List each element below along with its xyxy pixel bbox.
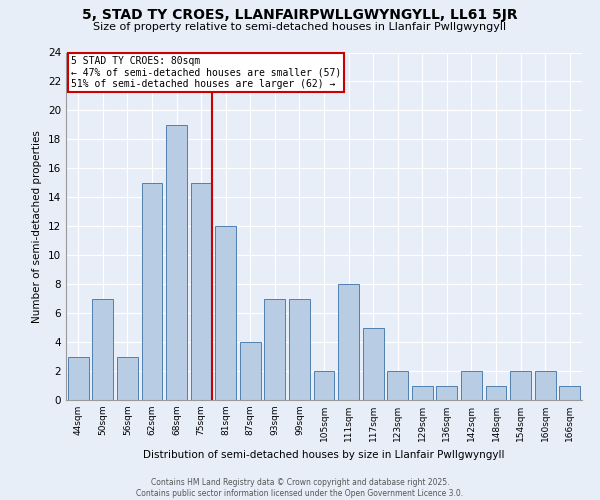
Bar: [485, 386, 506, 400]
Bar: [289, 298, 310, 400]
Bar: [92, 298, 113, 400]
Bar: [265, 298, 286, 400]
Bar: [314, 371, 334, 400]
Bar: [461, 371, 482, 400]
Bar: [559, 386, 580, 400]
Bar: [142, 183, 163, 400]
Bar: [240, 342, 261, 400]
Bar: [535, 371, 556, 400]
Bar: [387, 371, 408, 400]
X-axis label: Distribution of semi-detached houses by size in Llanfair Pwllgwyngyll: Distribution of semi-detached houses by …: [143, 450, 505, 460]
Bar: [68, 356, 89, 400]
Bar: [362, 328, 383, 400]
Bar: [436, 386, 457, 400]
Bar: [215, 226, 236, 400]
Bar: [412, 386, 433, 400]
Y-axis label: Number of semi-detached properties: Number of semi-detached properties: [32, 130, 43, 322]
Text: 5 STAD TY CROES: 80sqm
← 47% of semi-detached houses are smaller (57)
51% of sem: 5 STAD TY CROES: 80sqm ← 47% of semi-det…: [71, 56, 341, 89]
Text: Contains HM Land Registry data © Crown copyright and database right 2025.
Contai: Contains HM Land Registry data © Crown c…: [136, 478, 464, 498]
Bar: [117, 356, 138, 400]
Text: Size of property relative to semi-detached houses in Llanfair Pwllgwyngyll: Size of property relative to semi-detach…: [94, 22, 506, 32]
Bar: [166, 125, 187, 400]
Bar: [338, 284, 359, 400]
Bar: [510, 371, 531, 400]
Text: 5, STAD TY CROES, LLANFAIRPWLLGWYNGYLL, LL61 5JR: 5, STAD TY CROES, LLANFAIRPWLLGWYNGYLL, …: [82, 8, 518, 22]
Bar: [191, 183, 212, 400]
